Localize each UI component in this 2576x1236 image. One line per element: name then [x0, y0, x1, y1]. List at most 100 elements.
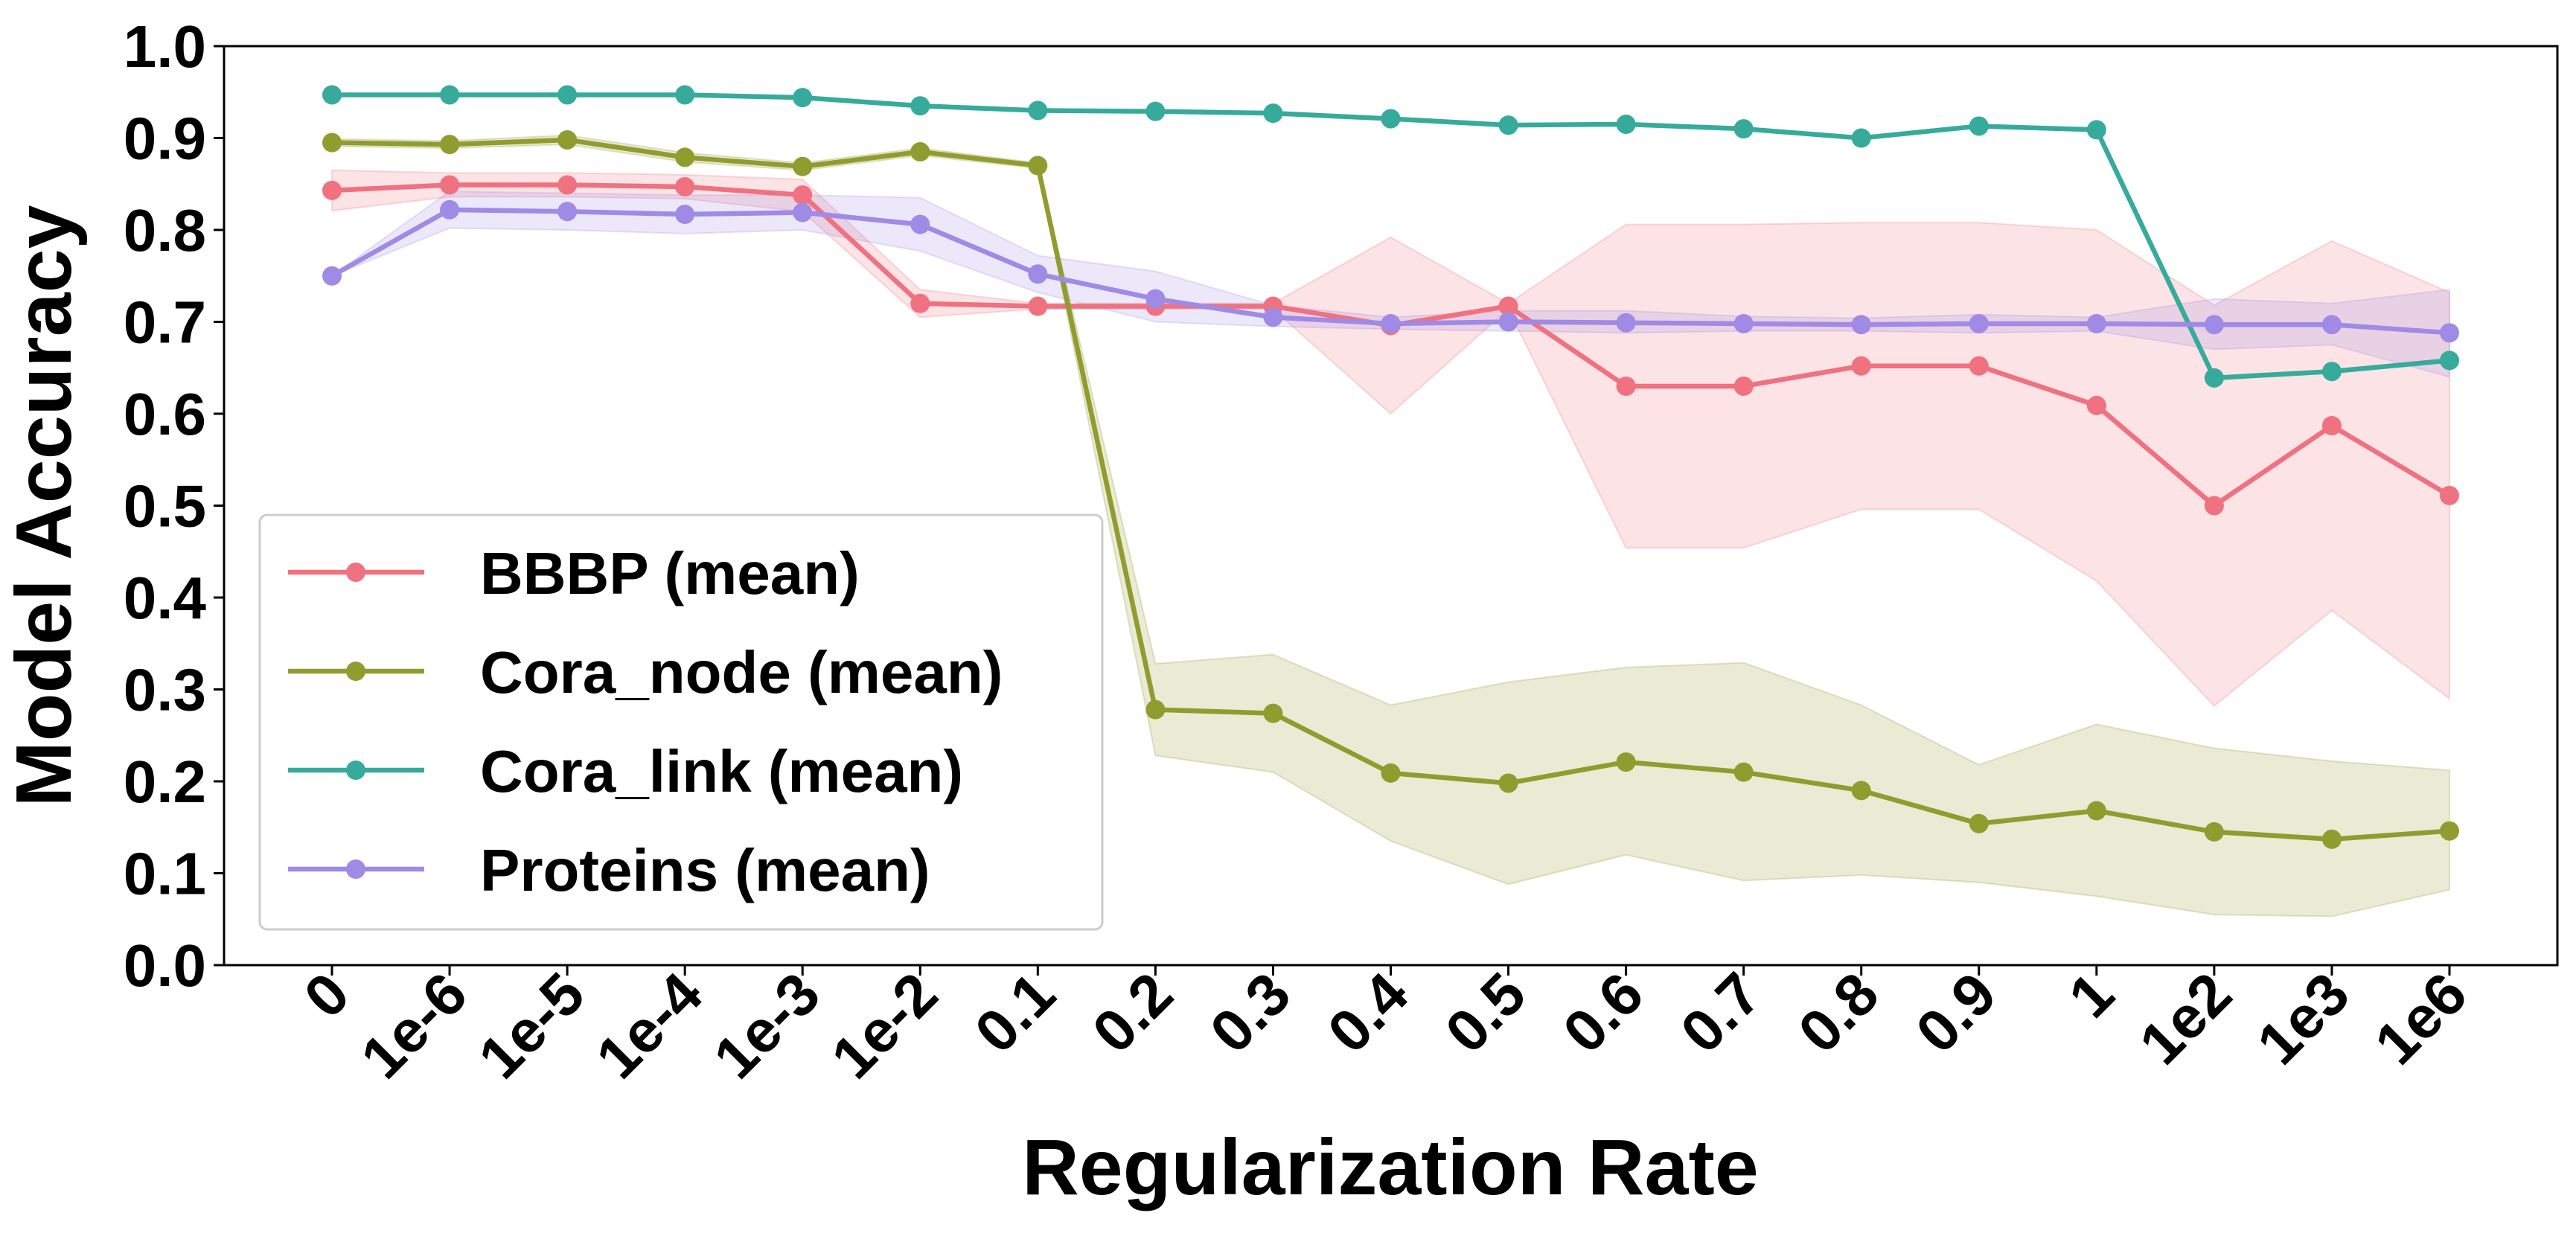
point: [793, 156, 813, 176]
point: [1733, 313, 1754, 333]
point: [1733, 376, 1754, 396]
point: [2086, 395, 2106, 415]
legend-marker: [346, 563, 365, 582]
y-tick-label: 1.0: [124, 13, 206, 80]
point: [2440, 323, 2459, 343]
point: [793, 202, 813, 222]
point: [1851, 128, 1871, 148]
x-tick-label: 1e2: [2127, 960, 2244, 1077]
x-tick-label: 1e6: [2362, 960, 2479, 1077]
x-tick-label: 1e-2: [819, 960, 950, 1091]
x-tick-label: 0.6: [1550, 960, 1656, 1066]
point: [910, 142, 930, 162]
legend-label: Cora_node (mean): [480, 639, 1003, 705]
point: [675, 205, 695, 225]
point: [2086, 801, 2106, 821]
point: [1263, 307, 1283, 327]
x-tick-label: 1: [2056, 960, 2126, 1030]
point: [322, 85, 342, 105]
point: [675, 176, 695, 196]
point: [1263, 703, 1283, 723]
legend-label: BBBP (mean): [480, 540, 860, 606]
point: [2321, 315, 2342, 335]
point: [2321, 362, 2342, 382]
point: [1969, 813, 1989, 833]
y-tick-label: 0.4: [124, 565, 207, 631]
point: [1969, 356, 1989, 376]
point: [1616, 376, 1636, 396]
y-tick-label: 0.7: [124, 289, 206, 356]
point: [910, 214, 930, 234]
point: [2204, 496, 2224, 516]
point: [1733, 762, 1754, 782]
y-axis-title: Model Accuracy: [0, 205, 88, 807]
point: [1851, 356, 1871, 376]
point: [1145, 289, 1166, 309]
x-tick-label: 0: [292, 960, 362, 1030]
point: [2321, 416, 2342, 436]
x-tick-label: 0.1: [962, 960, 1068, 1066]
point: [1616, 114, 1636, 134]
point: [910, 293, 930, 313]
point: [1145, 699, 1166, 720]
band: [331, 169, 2450, 708]
point: [910, 96, 930, 116]
point: [322, 132, 342, 153]
x-tick-label: 0.5: [1433, 960, 1538, 1066]
point: [793, 88, 813, 108]
point: [440, 175, 460, 195]
legend-label: Proteins (mean): [480, 837, 930, 903]
y-tick-label: 0.9: [124, 106, 206, 172]
legend-marker: [346, 859, 365, 879]
x-axis-title: Regularization Rate: [1022, 1124, 1759, 1211]
x-tick-label: 0.4: [1315, 960, 1421, 1066]
point: [1381, 313, 1401, 333]
band: [331, 134, 2450, 918]
point: [1028, 156, 1048, 176]
legend-label: Cora_link (mean): [480, 738, 963, 804]
x-tick-label: 1e-3: [701, 960, 832, 1091]
x-tick-label: 1e-4: [584, 960, 715, 1092]
point: [1498, 296, 1518, 316]
legend-marker: [346, 662, 365, 681]
point: [675, 147, 695, 167]
point: [1851, 315, 1871, 335]
point: [793, 185, 813, 205]
point: [440, 85, 460, 105]
point: [440, 135, 460, 155]
point: [1498, 773, 1518, 793]
point: [2440, 350, 2459, 371]
legend-box: [258, 513, 1104, 931]
point: [557, 129, 578, 150]
x-tick-label: 1e-6: [348, 960, 479, 1091]
point: [322, 180, 342, 200]
point: [2321, 829, 2342, 849]
point: [2440, 485, 2459, 505]
x-tick-label: 0.2: [1080, 960, 1186, 1066]
point: [1851, 781, 1871, 801]
point: [1028, 264, 1048, 284]
point: [1616, 752, 1636, 772]
y-tick-label: 0.6: [124, 381, 206, 447]
y-tick-label: 0.2: [124, 749, 206, 815]
point: [1028, 100, 1048, 121]
y-tick-label: 0.1: [124, 841, 206, 907]
point: [2440, 821, 2459, 841]
point: [1381, 109, 1401, 129]
point: [557, 202, 578, 222]
point: [1733, 119, 1754, 139]
x-tick-label: 1e-5: [466, 960, 597, 1091]
point: [557, 85, 578, 105]
x-tick-label: 0.7: [1668, 960, 1774, 1066]
point: [1616, 313, 1636, 333]
x-tick-label: 0.3: [1198, 960, 1303, 1066]
point: [1145, 101, 1166, 121]
point: [1969, 116, 1989, 136]
point: [675, 85, 695, 105]
point: [2204, 368, 2224, 388]
point: [1263, 103, 1283, 124]
point: [440, 199, 460, 220]
point: [1381, 763, 1401, 783]
point: [1498, 115, 1518, 135]
